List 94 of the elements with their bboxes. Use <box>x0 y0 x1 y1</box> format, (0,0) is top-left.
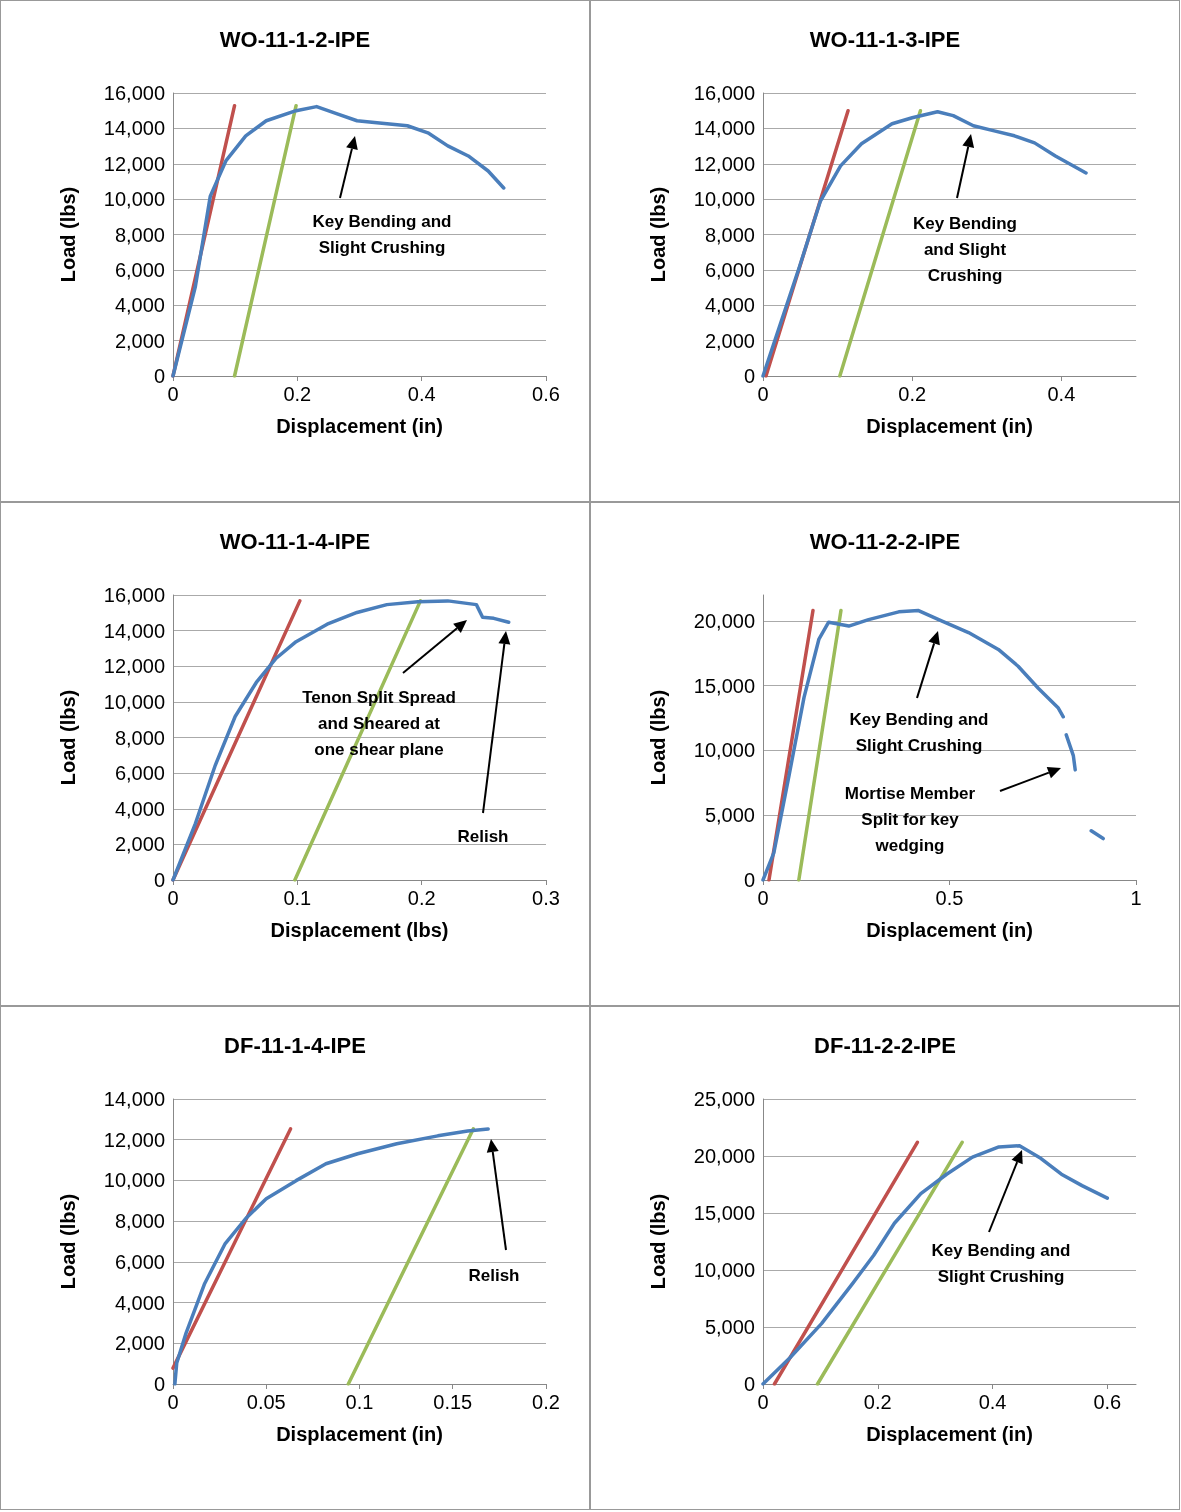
y-tick-label: 16,000 <box>103 584 165 606</box>
chart-title: DF-11-1-4-IPE <box>224 1032 366 1058</box>
y-tick-label: 0 <box>153 869 165 891</box>
y-tick-label: 6,000 <box>704 258 755 281</box>
x-tick-label: 0.1 <box>283 887 312 909</box>
y-tick-label: 8,000 <box>114 223 165 246</box>
annotation: Key Bending and Slight Crushing <box>913 213 1017 287</box>
y-axis-title: Load (lbs) <box>647 1193 669 1290</box>
y-tick-label: 0 <box>743 869 755 891</box>
y-tick-label: 10,000 <box>693 188 755 211</box>
x-tick-label: 0.4 <box>407 383 436 405</box>
y-tick-label: 16,000 <box>693 82 755 104</box>
y-axis-title: Load (lbs) <box>647 689 669 786</box>
y-tick-label: 12,000 <box>103 152 165 175</box>
chart-title: DF-11-2-2-IPE <box>814 1032 956 1058</box>
x-tick-label: 0.3 <box>532 887 560 909</box>
y-tick-label: 10,000 <box>103 690 165 713</box>
x-tick-label: 0.4 <box>1047 383 1076 405</box>
y-tick-label: 12,000 <box>103 655 165 678</box>
x-tick-label: 0.2 <box>407 887 436 909</box>
x-tick-label: 0.4 <box>978 1391 1007 1413</box>
chart-title: WO-11-1-3-IPE <box>809 26 961 52</box>
y-tick-label: 14,000 <box>103 1088 165 1110</box>
y-axis-title: Load (lbs) <box>57 1193 79 1290</box>
y-tick-label: 4,000 <box>704 294 755 317</box>
x-axis-title: Displacement (in) <box>866 919 1033 941</box>
x-axis-title: Displacement (in) <box>866 415 1033 437</box>
y-tick-label: 4,000 <box>114 797 165 820</box>
y-tick-label: 8,000 <box>114 1210 165 1233</box>
y-tick-label: 0 <box>153 1373 165 1395</box>
y-tick-label: 6,000 <box>114 258 165 281</box>
x-axis-title: Displacement (lbs) <box>270 919 449 941</box>
x-tick-label: 0.2 <box>863 1391 892 1413</box>
y-axis-title: Load (lbs) <box>57 689 79 786</box>
x-tick-label: 0 <box>757 1391 769 1413</box>
annotation: Mortise Member Split for key wedging <box>844 783 976 857</box>
y-tick-label: 4,000 <box>114 1291 165 1314</box>
x-axis-title: Displacement (in) <box>866 1423 1033 1445</box>
y-tick-label: 10,000 <box>103 188 165 211</box>
y-tick-label: 15,000 <box>693 1202 755 1224</box>
y-tick-label: 10,000 <box>693 739 755 762</box>
y-tick-label: 14,000 <box>693 117 755 140</box>
x-tick-label: 1 <box>1130 887 1142 909</box>
y-tick-label: 5,000 <box>704 804 755 827</box>
x-tick-label: 0 <box>167 887 179 909</box>
y-tick-label: 6,000 <box>114 762 165 785</box>
y-tick-label: 2,000 <box>114 329 165 352</box>
x-tick-label: 0.2 <box>532 1391 560 1413</box>
y-tick-label: 12,000 <box>693 152 755 175</box>
y-tick-label: 4,000 <box>114 294 165 317</box>
y-axis-title: Load (lbs) <box>57 186 79 283</box>
x-tick-label: 0.15 <box>433 1391 473 1413</box>
y-tick-label: 0 <box>743 365 755 387</box>
y-tick-label: 0 <box>153 365 165 387</box>
annotation: Relish <box>468 1265 520 1287</box>
y-tick-label: 12,000 <box>103 1128 165 1151</box>
y-tick-label: 2,000 <box>704 329 755 352</box>
y-tick-label: 6,000 <box>114 1250 165 1273</box>
y-axis-title: Load (lbs) <box>647 186 669 283</box>
y-tick-label: 20,000 <box>693 609 755 632</box>
y-tick-label: 10,000 <box>693 1259 755 1281</box>
x-tick-label: 0 <box>167 383 179 405</box>
chart-title: WO-11-1-4-IPE <box>219 528 371 554</box>
x-tick-label: 0 <box>757 383 769 405</box>
x-axis-title: Displacement (in) <box>276 1423 443 1445</box>
x-tick-label: 0.5 <box>935 887 964 909</box>
y-tick-label: 8,000 <box>114 726 165 749</box>
chart-title: WO-11-1-2-IPE <box>219 26 371 52</box>
y-tick-label: 8,000 <box>704 223 755 246</box>
x-tick-label: 0.1 <box>345 1391 374 1413</box>
x-tick-label: 0 <box>167 1391 179 1413</box>
x-axis-title: Displacement (in) <box>276 415 443 437</box>
x-tick-label: 0.05 <box>246 1391 286 1413</box>
x-tick-label: 0.6 <box>1093 1391 1122 1413</box>
y-tick-label: 15,000 <box>693 674 755 697</box>
chart-title: WO-11-2-2-IPE <box>809 528 961 554</box>
annotation: Relish <box>457 826 509 848</box>
x-tick-label: 0.2 <box>898 383 927 405</box>
y-tick-label: 0 <box>743 1373 755 1395</box>
y-tick-label: 5,000 <box>704 1316 755 1338</box>
x-tick-label: 0 <box>757 887 769 909</box>
y-tick-label: 2,000 <box>114 833 165 856</box>
y-tick-label: 10,000 <box>103 1169 165 1192</box>
annotation: Key Bending and Slight Crushing <box>312 211 452 259</box>
y-tick-label: 14,000 <box>103 117 165 140</box>
annotation: Key Bending and Slight Crushing <box>931 1240 1071 1288</box>
y-tick-label: 25,000 <box>693 1088 755 1110</box>
x-tick-label: 0.2 <box>283 383 312 405</box>
y-tick-label: 14,000 <box>103 619 165 642</box>
y-tick-label: 2,000 <box>114 1332 165 1355</box>
y-tick-label: 16,000 <box>103 82 165 104</box>
annotation: Key Bending and Slight Crushing <box>849 709 989 757</box>
x-tick-label: 0.6 <box>532 383 560 405</box>
y-tick-label: 20,000 <box>693 1145 755 1167</box>
